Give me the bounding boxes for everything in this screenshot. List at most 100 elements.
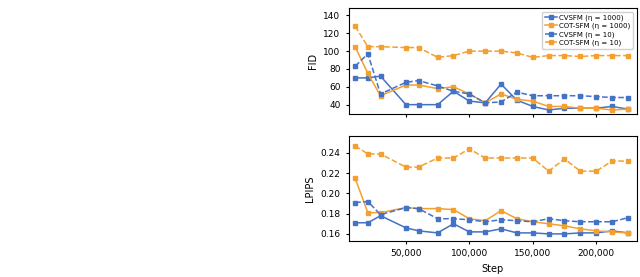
CVSFM (η = 1000) xyxy=(593,231,600,235)
CVSFM (η = 10) xyxy=(481,101,489,104)
COT-SFM (η = 10) xyxy=(377,45,385,48)
CVSFM (η = 10) xyxy=(364,200,372,203)
COT-SFM (η = 10) xyxy=(434,56,442,59)
COT-SFM (η = 10) xyxy=(593,170,600,173)
CVSFM (η = 10) xyxy=(415,207,422,210)
COT-SFM (η = 1000) xyxy=(351,176,359,180)
CVSFM (η = 1000) xyxy=(624,231,632,235)
COT-SFM (η = 10) xyxy=(497,50,505,53)
CVSFM (η = 10) xyxy=(577,220,584,224)
COT-SFM (η = 10) xyxy=(402,46,410,49)
COT-SFM (η = 1000) xyxy=(465,217,473,220)
COT-SFM (η = 10) xyxy=(415,165,422,169)
CVSFM (η = 10) xyxy=(577,94,584,98)
X-axis label: Step: Step xyxy=(482,264,504,274)
COT-SFM (η = 1000) xyxy=(364,211,372,214)
CVSFM (η = 1000) xyxy=(529,105,536,108)
COT-SFM (η = 1000) xyxy=(465,92,473,96)
CVSFM (η = 10) xyxy=(497,100,505,104)
CVSFM (η = 1000) xyxy=(624,107,632,111)
CVSFM (η = 1000) xyxy=(608,105,616,108)
Line: COT-SFM (η = 1000): COT-SFM (η = 1000) xyxy=(353,45,630,112)
COT-SFM (η = 1000) xyxy=(545,222,552,225)
CVSFM (η = 10) xyxy=(364,52,372,55)
COT-SFM (η = 10) xyxy=(608,159,616,163)
COT-SFM (η = 10) xyxy=(351,144,359,148)
CVSFM (η = 1000) xyxy=(481,101,489,104)
COT-SFM (η = 10) xyxy=(450,156,458,160)
COT-SFM (η = 1000) xyxy=(529,99,536,103)
COT-SFM (η = 1000) xyxy=(513,98,521,101)
CVSFM (η = 10) xyxy=(402,206,410,209)
CVSFM (η = 10) xyxy=(434,84,442,88)
CVSFM (η = 10) xyxy=(529,220,536,224)
COT-SFM (η = 1000) xyxy=(608,108,616,112)
COT-SFM (η = 1000) xyxy=(434,207,442,210)
COT-SFM (η = 10) xyxy=(415,46,422,49)
CVSFM (η = 1000) xyxy=(377,75,385,78)
COT-SFM (η = 1000) xyxy=(577,227,584,230)
CVSFM (η = 10) xyxy=(450,217,458,220)
COT-SFM (η = 1000) xyxy=(450,208,458,211)
COT-SFM (η = 10) xyxy=(434,156,442,160)
CVSFM (η = 10) xyxy=(513,219,521,222)
CVSFM (η = 1000) xyxy=(545,108,552,112)
COT-SFM (η = 10) xyxy=(608,54,616,57)
CVSFM (η = 10) xyxy=(529,94,536,98)
CVSFM (η = 1000) xyxy=(545,232,552,235)
COT-SFM (η = 10) xyxy=(513,156,521,160)
COT-SFM (η = 1000) xyxy=(364,72,372,75)
CVSFM (η = 1000) xyxy=(561,107,568,110)
Line: CVSFM (η = 10): CVSFM (η = 10) xyxy=(353,199,630,224)
COT-SFM (η = 10) xyxy=(450,54,458,57)
CVSFM (η = 10) xyxy=(450,89,458,93)
CVSFM (η = 1000) xyxy=(434,231,442,235)
CVSFM (η = 10) xyxy=(513,91,521,94)
COT-SFM (η = 10) xyxy=(545,54,552,57)
COT-SFM (η = 10) xyxy=(593,54,600,57)
COT-SFM (η = 10) xyxy=(561,54,568,57)
CVSFM (η = 1000) xyxy=(415,229,422,232)
CVSFM (η = 1000) xyxy=(351,76,359,79)
COT-SFM (η = 1000) xyxy=(351,45,359,48)
CVSFM (η = 10) xyxy=(377,92,385,96)
CVSFM (η = 10) xyxy=(377,213,385,216)
Line: CVSFM (η = 10): CVSFM (η = 10) xyxy=(353,52,630,105)
CVSFM (η = 1000) xyxy=(513,99,521,102)
COT-SFM (η = 1000) xyxy=(561,224,568,227)
COT-SFM (η = 10) xyxy=(351,24,359,28)
COT-SFM (η = 1000) xyxy=(577,107,584,110)
Line: COT-SFM (η = 1000): COT-SFM (η = 1000) xyxy=(353,176,630,235)
COT-SFM (η = 10) xyxy=(513,51,521,55)
CVSFM (η = 10) xyxy=(465,218,473,221)
CVSFM (η = 1000) xyxy=(351,221,359,224)
COT-SFM (η = 1000) xyxy=(377,94,385,98)
CVSFM (η = 10) xyxy=(497,218,505,221)
COT-SFM (η = 10) xyxy=(465,50,473,53)
COT-SFM (η = 1000) xyxy=(561,105,568,108)
COT-SFM (η = 10) xyxy=(377,152,385,156)
COT-SFM (η = 10) xyxy=(529,156,536,160)
COT-SFM (η = 1000) xyxy=(402,83,410,87)
CVSFM (η = 1000) xyxy=(402,103,410,106)
COT-SFM (η = 1000) xyxy=(593,229,600,232)
CVSFM (η = 10) xyxy=(624,216,632,219)
CVSFM (η = 10) xyxy=(593,95,600,98)
COT-SFM (η = 10) xyxy=(481,50,489,53)
CVSFM (η = 1000) xyxy=(561,232,568,235)
CVSFM (η = 1000) xyxy=(364,221,372,224)
COT-SFM (η = 10) xyxy=(481,156,489,160)
CVSFM (η = 10) xyxy=(608,96,616,99)
CVSFM (η = 10) xyxy=(351,201,359,204)
COT-SFM (η = 1000) xyxy=(497,92,505,96)
CVSFM (η = 10) xyxy=(481,220,489,224)
COT-SFM (η = 10) xyxy=(577,55,584,58)
COT-SFM (η = 10) xyxy=(545,170,552,173)
Line: COT-SFM (η = 10): COT-SFM (η = 10) xyxy=(353,144,630,173)
COT-SFM (η = 10) xyxy=(465,147,473,150)
COT-SFM (η = 1000) xyxy=(377,211,385,214)
CVSFM (η = 1000) xyxy=(377,214,385,217)
CVSFM (η = 1000) xyxy=(577,107,584,110)
CVSFM (η = 10) xyxy=(624,96,632,99)
CVSFM (η = 1000) xyxy=(434,103,442,106)
